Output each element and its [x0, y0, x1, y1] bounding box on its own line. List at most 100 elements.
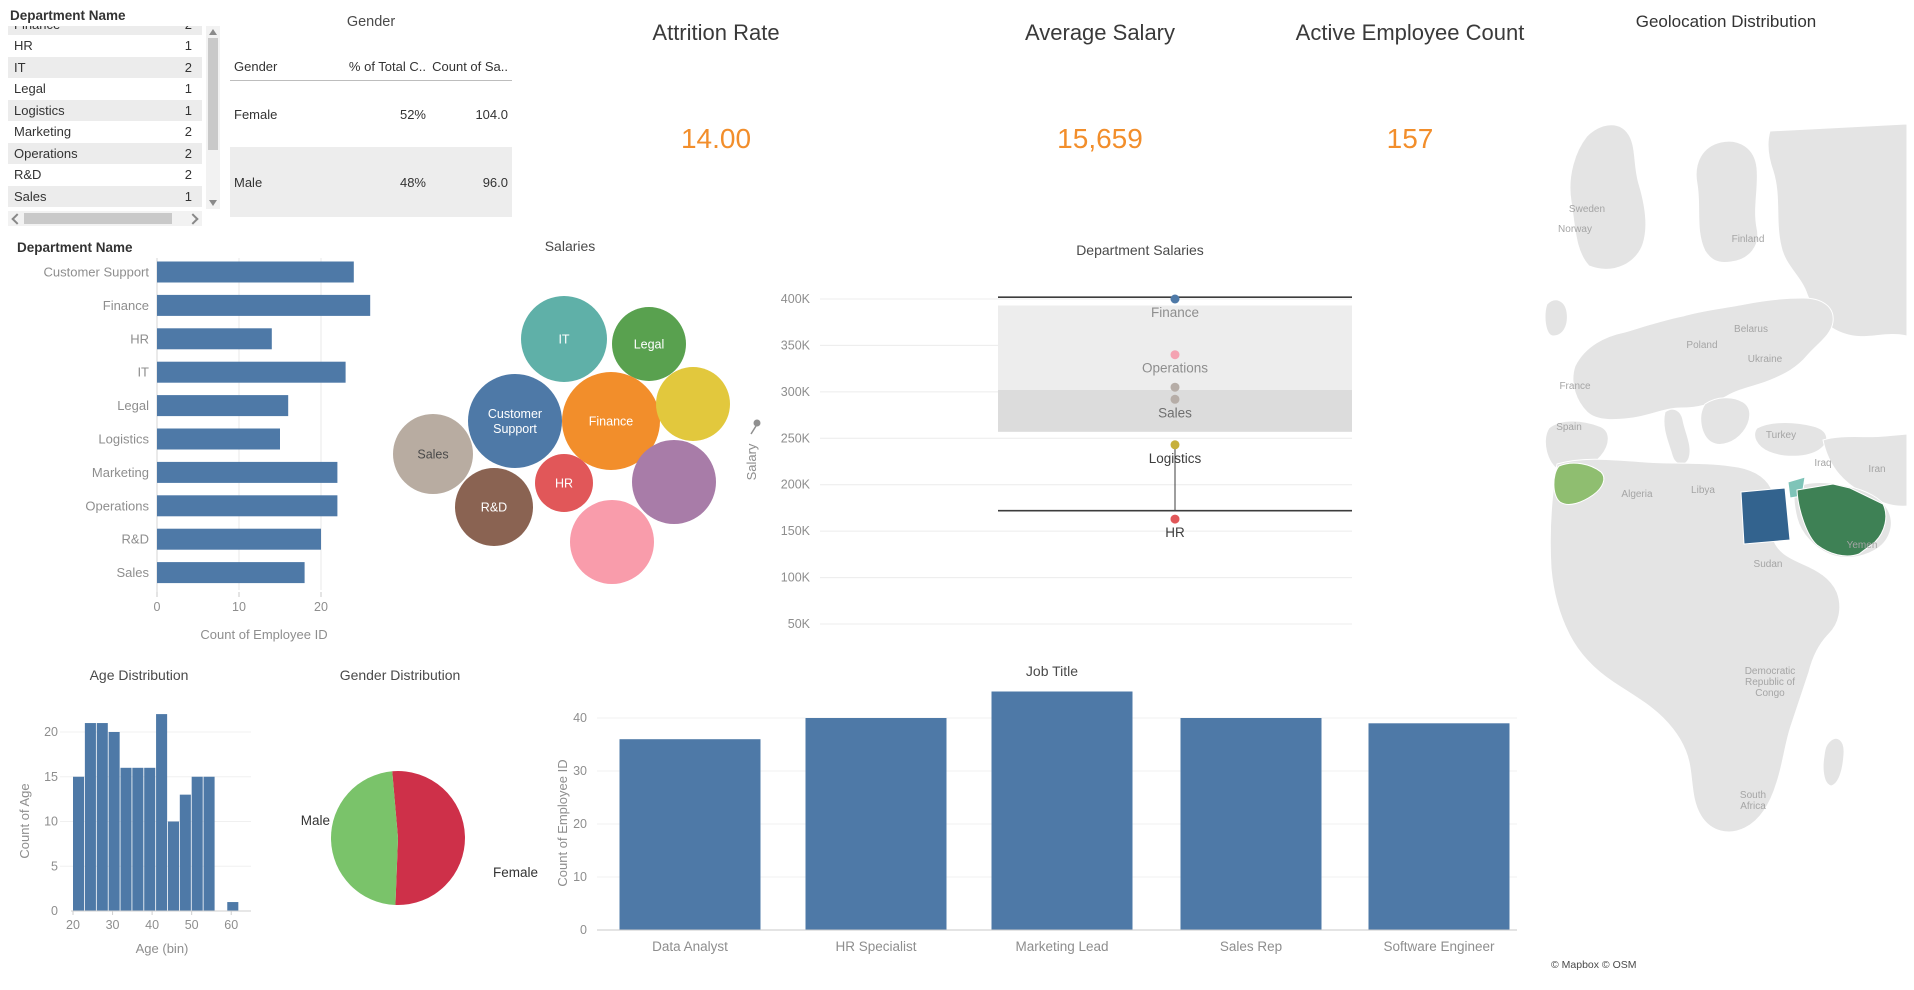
- bar-legal[interactable]: [157, 395, 289, 417]
- hist-bar[interactable]: [120, 767, 132, 911]
- bubble-it[interactable]: [521, 296, 607, 382]
- bubble-legal[interactable]: [612, 307, 686, 381]
- country-egypt[interactable]: [1740, 487, 1791, 545]
- hist-bar[interactable]: [156, 714, 168, 911]
- horizontal-scrollbar[interactable]: [8, 211, 202, 226]
- dept-name: R&D: [14, 167, 42, 183]
- scroll-up-icon[interactable]: [209, 29, 217, 35]
- hist-bar[interactable]: [73, 776, 85, 911]
- hist-bar[interactable]: [203, 776, 215, 911]
- job-title-plot: 0 10 20 30 40 Data Analyst HR Specialist Market…: [555, 691, 1517, 954]
- bubble-hr[interactable]: [535, 454, 593, 512]
- dept-list-row[interactable]: Logistics 1: [8, 99, 202, 121]
- department-list-clipped-row[interactable]: Finance 2: [8, 26, 202, 35]
- bar-r-d[interactable]: [157, 528, 321, 550]
- bar-data-analyst[interactable]: [619, 739, 761, 930]
- salary-dot-logistics[interactable]: [1170, 440, 1180, 450]
- category-label: Sales: [116, 565, 149, 580]
- col-header-pct-total: % of Total C..: [348, 59, 426, 74]
- bar-logistics[interactable]: [157, 428, 280, 450]
- dept-list-row[interactable]: HR 1: [8, 35, 202, 57]
- hist-bar[interactable]: [132, 767, 144, 911]
- bar-it[interactable]: [157, 361, 346, 383]
- category-label: Sales Rep: [1220, 939, 1282, 954]
- bubble-unlabeled[interactable]: [656, 367, 730, 441]
- bar-customer-support[interactable]: [157, 261, 354, 283]
- salary-dot-finance[interactable]: [1170, 294, 1180, 304]
- tick-label: 50: [185, 918, 199, 932]
- map-country-label: Norway: [1558, 224, 1592, 235]
- tick-label: 0: [51, 904, 58, 918]
- gender-cell: Male: [234, 174, 263, 190]
- scrollbar-thumb[interactable]: [208, 38, 218, 150]
- salary-dot-sales[interactable]: [1170, 394, 1180, 404]
- gender-cell: Female: [234, 106, 278, 122]
- hist-bar[interactable]: [227, 902, 239, 911]
- job-title-bar-chart: Job Title 0 10 20 30 40 Data Analyst HR Specia…: [555, 655, 1547, 985]
- country-saudi-arabia[interactable]: [1796, 483, 1887, 557]
- bar-finance[interactable]: [157, 294, 371, 316]
- scrollbar-thumb[interactable]: [24, 213, 172, 224]
- bar-marketing-lead[interactable]: [991, 691, 1133, 931]
- dept-count: 2: [184, 145, 192, 161]
- tick-label: 60: [224, 918, 238, 932]
- bubble-unlabeled[interactable]: [632, 440, 716, 524]
- map-country-label: France: [1559, 381, 1591, 392]
- hist-bar[interactable]: [84, 723, 96, 911]
- map-canvas[interactable]: Norway Sweden Finland Belarus Poland Ukraine F…: [1545, 36, 1907, 966]
- bar-sales[interactable]: [157, 562, 305, 584]
- age-histogram-plot: 0 5 10 15 20 20 30 40 50 60 Age (bin) Count of Age: [17, 714, 251, 956]
- salary-dot-extra[interactable]: [1170, 382, 1180, 392]
- hist-bar[interactable]: [179, 794, 191, 911]
- department-bar-chart: Department Name 0 10 20 Customer Support Fin…: [8, 240, 388, 660]
- category-label: Customer Support: [44, 265, 150, 280]
- bar-sales-rep[interactable]: [1180, 718, 1322, 930]
- tick-label: 150K: [781, 524, 811, 538]
- bubble-sales[interactable]: [393, 414, 473, 494]
- department-salaries-plot: 400K 350K 300K 250K 200K 150K 100K 50K Finance Op…: [744, 292, 1352, 631]
- country-morocco[interactable]: [1553, 462, 1605, 505]
- gender-distribution-chart: Gender Distribution Male Female: [280, 655, 550, 985]
- department-list-body[interactable]: Finance 2 HR 1 IT 2 Legal 1 Logistics 1 Marketin…: [8, 26, 202, 207]
- dept-list-row[interactable]: Sales 1: [8, 185, 202, 207]
- scroll-left-icon[interactable]: [11, 213, 23, 225]
- tick-label: 30: [573, 764, 587, 778]
- bar-software-engineer[interactable]: [1368, 723, 1510, 930]
- salary-dot-operations[interactable]: [1170, 350, 1180, 360]
- point-label: HR: [1165, 525, 1185, 540]
- dept-name: HR: [14, 38, 33, 54]
- bubble-label: Finance: [589, 415, 634, 429]
- salary-dot-hr[interactable]: [1170, 514, 1180, 524]
- tick-label: 350K: [781, 338, 811, 352]
- bar-marketing[interactable]: [157, 461, 338, 483]
- bubble-r-d[interactable]: [455, 468, 533, 546]
- bubble-finance[interactable]: [562, 372, 660, 470]
- dept-list-row[interactable]: Legal 1: [8, 78, 202, 100]
- hist-bar[interactable]: [191, 776, 203, 911]
- dept-list-row[interactable]: Operations 2: [8, 142, 202, 164]
- hist-bar[interactable]: [108, 732, 120, 911]
- hist-bar[interactable]: [144, 767, 156, 911]
- vertical-scrollbar[interactable]: [206, 26, 220, 209]
- hist-bar[interactable]: [167, 821, 179, 912]
- bubble-customer-support[interactable]: [468, 374, 562, 468]
- hist-bar[interactable]: [96, 723, 108, 911]
- gender-table-row[interactable]: Female 52% 104.0: [230, 81, 512, 147]
- scroll-right-icon[interactable]: [187, 213, 199, 225]
- pie-slice-female[interactable]: [392, 771, 465, 906]
- dept-list-row[interactable]: R&D 2: [8, 164, 202, 186]
- bubble-unlabeled[interactable]: [570, 500, 654, 584]
- dept-count: 2: [185, 26, 192, 32]
- pie-slice-male[interactable]: [330, 771, 398, 905]
- bar-hr-specialist[interactable]: [805, 718, 947, 930]
- gender-table-row[interactable]: Male 48% 96.0: [230, 147, 512, 217]
- dept-list-row[interactable]: IT 2: [8, 56, 202, 78]
- bar-operations[interactable]: [157, 495, 338, 517]
- map-country-label: Turkey: [1766, 430, 1796, 441]
- dept-list-row[interactable]: Marketing 2: [8, 121, 202, 143]
- dept-name: Logistics: [14, 102, 65, 118]
- land-balkans: [1700, 397, 1751, 445]
- bar-hr[interactable]: [157, 328, 272, 350]
- scroll-down-icon[interactable]: [209, 200, 217, 206]
